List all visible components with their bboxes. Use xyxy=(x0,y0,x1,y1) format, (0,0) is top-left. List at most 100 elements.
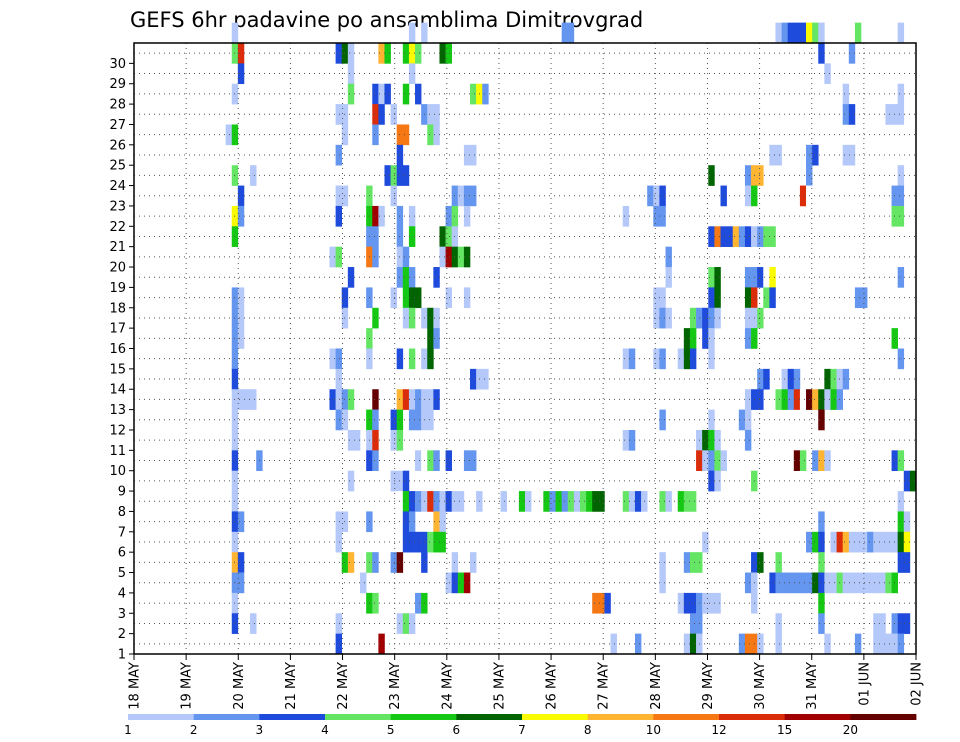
heatmap-cell xyxy=(372,124,379,146)
x-tick-label: 24 MAY xyxy=(440,662,455,710)
heatmap-cell xyxy=(250,613,257,634)
heatmap-cell xyxy=(757,267,764,288)
heatmap-cell xyxy=(390,185,397,207)
heatmap-cell xyxy=(708,226,715,247)
heatmap-cell xyxy=(897,83,905,105)
heatmap-cell xyxy=(897,491,905,512)
heatmap-cell xyxy=(873,531,880,553)
heatmap-cell xyxy=(402,491,410,512)
heatmap-cell xyxy=(757,389,764,410)
heatmap-cell xyxy=(402,389,410,410)
y-tick-label: 15 xyxy=(109,362,126,377)
x-tick-label: 29 MAY xyxy=(701,662,716,710)
heatmap-cell xyxy=(812,22,819,44)
x-tick-label: 30 MAY xyxy=(753,662,768,710)
heatmap-cell xyxy=(787,368,795,390)
heatmap-cell xyxy=(757,307,764,329)
heatmap-cell xyxy=(714,592,721,614)
heatmap-cell xyxy=(408,267,416,288)
heatmap-cell xyxy=(775,389,782,410)
heatmap-cell xyxy=(763,267,770,288)
heatmap-cell xyxy=(622,348,630,370)
heatmap-cell xyxy=(445,205,452,227)
heatmap-cell xyxy=(708,470,715,492)
heatmap-cell xyxy=(708,307,715,329)
heatmap-cell xyxy=(470,368,477,390)
heatmap-cell xyxy=(787,389,795,410)
heatmap-cell xyxy=(812,144,819,166)
heatmap-cell xyxy=(549,491,556,512)
heatmap-cell xyxy=(628,429,636,451)
heatmap-cell xyxy=(848,104,856,125)
heatmap-cell xyxy=(677,348,685,370)
heatmap-cell xyxy=(378,43,385,64)
heatmap-cell xyxy=(897,552,905,573)
heatmap-cell xyxy=(873,572,880,594)
heatmap-cell xyxy=(408,511,416,533)
heatmap-cell xyxy=(793,389,801,410)
colorbar-label: 20 xyxy=(843,723,858,737)
heatmap-cell xyxy=(482,83,489,105)
heatmap-cell xyxy=(830,572,837,594)
heatmap-cell xyxy=(335,348,343,370)
heatmap-cell xyxy=(372,205,379,227)
heatmap-cell xyxy=(372,552,379,573)
heatmap-cell xyxy=(415,409,422,431)
heatmap-cell xyxy=(683,633,691,655)
colorbar-segment xyxy=(522,714,589,720)
heatmap-cell xyxy=(683,552,691,573)
heatmap-cell xyxy=(702,429,709,451)
y-tick-label: 7 xyxy=(118,525,126,540)
heatmap-cell xyxy=(427,491,434,512)
colorbar-label: 12 xyxy=(711,723,726,737)
heatmap-cell xyxy=(415,450,422,471)
colorbar-segment xyxy=(259,714,326,720)
heatmap-cell xyxy=(402,531,410,553)
heatmap-cell xyxy=(818,409,825,431)
heatmap-cell xyxy=(708,267,715,288)
heatmap-cell xyxy=(335,43,343,64)
heatmap-cell xyxy=(744,328,752,349)
heatmap-cell xyxy=(787,572,795,594)
heatmap-cell xyxy=(415,43,422,64)
heatmap-cell xyxy=(659,491,666,512)
heatmap-cell xyxy=(653,307,660,329)
heatmap-cell xyxy=(567,491,575,512)
heatmap-cell xyxy=(237,552,245,573)
heatmap-cell xyxy=(744,226,752,247)
colorbar-label: 7 xyxy=(518,723,526,737)
x-tick-label: 25 MAY xyxy=(492,662,507,710)
y-tick-label: 16 xyxy=(109,342,126,357)
grid-lines xyxy=(133,43,917,654)
y-tick-label: 19 xyxy=(109,281,126,296)
heatmap-cell xyxy=(372,409,379,431)
heatmap-cell xyxy=(408,226,416,247)
heatmap-cell xyxy=(714,307,721,329)
heatmap-cell xyxy=(824,633,831,655)
heatmap-cell xyxy=(757,226,764,247)
heatmap-cell xyxy=(879,572,886,594)
heatmap-cell xyxy=(628,491,636,512)
heatmap-cell xyxy=(372,389,379,410)
heatmap-cell xyxy=(885,633,892,655)
heatmap-cell xyxy=(708,429,715,451)
heatmap-cell xyxy=(744,633,752,655)
heatmap-cell xyxy=(353,429,361,451)
x-tick-label: 27 MAY xyxy=(597,662,612,710)
heatmap-cell xyxy=(415,531,422,553)
heatmap-cell xyxy=(842,572,850,594)
heatmap-cell xyxy=(689,633,697,655)
heatmap-cell xyxy=(787,22,795,44)
colorbar-segment xyxy=(390,714,457,720)
heatmap-cell xyxy=(231,22,239,44)
heatmap-cell xyxy=(439,531,446,553)
heatmap-cell xyxy=(897,348,905,370)
heatmap-cell xyxy=(879,613,886,634)
heatmap-cell xyxy=(329,389,336,410)
heatmap-cell xyxy=(665,491,672,512)
y-tick-label: 13 xyxy=(109,403,126,418)
heatmap-cell xyxy=(408,409,416,431)
heatmap-cell xyxy=(335,531,343,553)
heatmap-cell xyxy=(812,531,819,553)
heatmap-cell xyxy=(525,491,532,512)
